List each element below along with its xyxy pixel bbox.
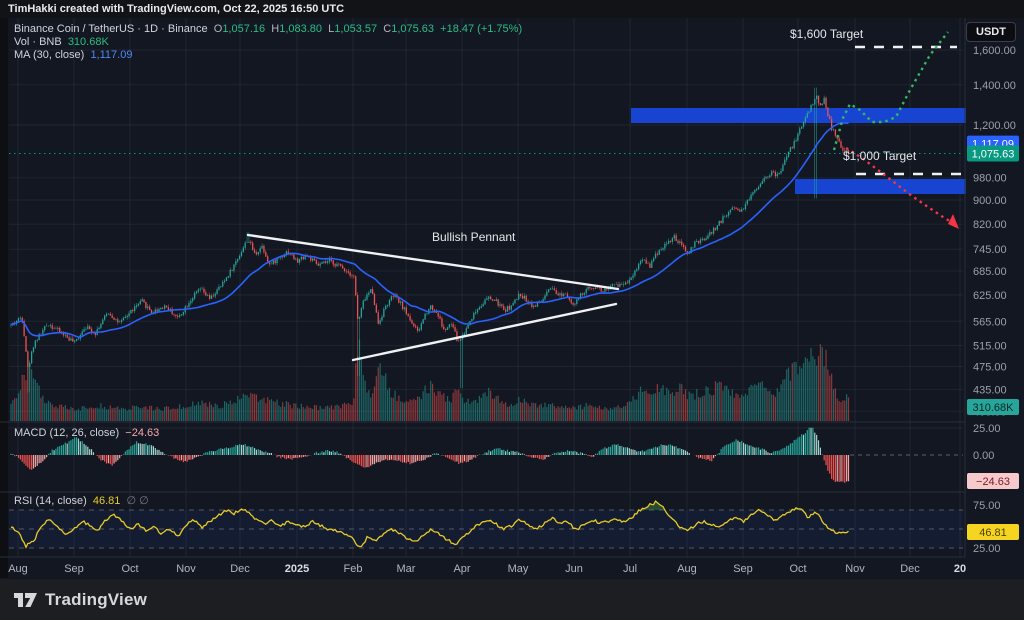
svg-text:820.00: 820.00 — [973, 219, 1007, 231]
hidden-plots-icon[interactable]: ∅ ∅ — [126, 495, 149, 507]
high-value: 1,083.80 — [279, 23, 323, 35]
svg-text:745.00: 745.00 — [973, 244, 1007, 256]
svg-text:Mar: Mar — [397, 563, 416, 575]
macd-label: MACD (12, 26, close) — [14, 427, 120, 439]
symbol-legend-row[interactable]: Binance Coin / TetherUS · 1D · Binance O… — [14, 23, 522, 35]
change-value: +18.47 (+1.75%) — [440, 23, 523, 35]
svg-text:435.00: 435.00 — [973, 384, 1007, 396]
svg-text:75.00: 75.00 — [973, 500, 1001, 512]
high-label: H — [271, 23, 280, 35]
svg-text:625.00: 625.00 — [973, 290, 1007, 302]
svg-text:46.81: 46.81 — [979, 527, 1007, 539]
tradingview-logo-text: TradingView — [45, 589, 148, 609]
svg-text:900.00: 900.00 — [973, 195, 1007, 207]
svg-text:20: 20 — [954, 563, 966, 575]
rsi-label: RSI (14, close) — [14, 495, 87, 507]
low-label: L — [328, 23, 335, 35]
footer-bar: TradingView — [0, 579, 1024, 620]
tradingview-logo-icon — [14, 592, 37, 607]
attribution-bar: TimHakki created with TradingView.com, O… — [0, 0, 1024, 18]
svg-text:Nov: Nov — [845, 563, 865, 575]
open-value: 1,057.16 — [222, 23, 266, 35]
tradingview-logo[interactable]: TradingView — [14, 590, 147, 610]
target-1600-label[interactable]: $1,600 Target — [790, 27, 864, 41]
svg-text:1,200.00: 1,200.00 — [973, 120, 1016, 132]
svg-text:565.00: 565.00 — [973, 316, 1007, 328]
macd-value: −24.63 — [125, 427, 160, 439]
volume-legend-row[interactable]: Vol · BNB 310.68K — [14, 36, 109, 48]
svg-text:515.00: 515.00 — [973, 340, 1007, 352]
attribution-text: TimHakki created with TradingView.com, O… — [8, 3, 345, 15]
svg-text:475.00: 475.00 — [973, 361, 1007, 373]
svg-text:Aug: Aug — [8, 563, 28, 575]
svg-text:Apr: Apr — [453, 563, 470, 575]
symbol-title: Binance Coin / TetherUS · 1D · Binance — [14, 23, 208, 35]
svg-text:1,075.63: 1,075.63 — [972, 148, 1015, 160]
svg-text:1,600.00: 1,600.00 — [973, 45, 1016, 57]
svg-text:Dec: Dec — [900, 563, 920, 575]
svg-text:Oct: Oct — [121, 563, 138, 575]
svg-text:Dec: Dec — [230, 563, 250, 575]
low-value: 1,053.57 — [334, 23, 378, 35]
svg-text:Oct: Oct — [789, 563, 806, 575]
svg-text:25.00: 25.00 — [973, 543, 1001, 555]
svg-text:Aug: Aug — [677, 563, 697, 575]
svg-text:0.00: 0.00 — [973, 450, 994, 462]
open-label: O — [213, 23, 223, 35]
ma-legend-row[interactable]: MA (30, close) 1,117.09 — [14, 49, 132, 61]
svg-text:310.68K: 310.68K — [973, 402, 1015, 414]
close-value: 1,075.63 — [391, 23, 435, 35]
rsi-legend-row[interactable]: RSI (14, close) 46.81 ∅ ∅ — [14, 494, 149, 507]
svg-text:Feb: Feb — [344, 563, 363, 575]
volume-value: 310.68K — [67, 36, 109, 48]
ma-label: MA (30, close) — [14, 49, 85, 61]
svg-text:685.00: 685.00 — [973, 266, 1007, 278]
svg-text:1,400.00: 1,400.00 — [973, 80, 1016, 92]
svg-text:25.00: 25.00 — [973, 423, 1001, 435]
target-1000-label[interactable]: $1,000 Target — [843, 149, 917, 163]
close-label: C — [383, 23, 392, 35]
svg-text:Nov: Nov — [176, 563, 196, 575]
ma-value: 1,117.09 — [90, 49, 133, 61]
bullish-pennant-label[interactable]: Bullish Pennant — [432, 230, 516, 244]
svg-text:May: May — [508, 563, 529, 575]
macd-legend-row[interactable]: MACD (12, 26, close) −24.63 — [14, 427, 159, 439]
currency-toggle-button[interactable]: USDT — [966, 22, 1016, 42]
svg-text:−24.63: −24.63 — [976, 476, 1010, 488]
volume-label: Vol · BNB — [14, 36, 62, 48]
svg-text:980.00: 980.00 — [973, 173, 1007, 185]
svg-text:Jun: Jun — [565, 563, 583, 575]
svg-text:Sep: Sep — [64, 563, 84, 575]
svg-text:2025: 2025 — [285, 563, 309, 575]
svg-text:Jul: Jul — [623, 563, 637, 575]
rsi-value: 46.81 — [92, 495, 121, 507]
svg-text:Sep: Sep — [733, 563, 753, 575]
